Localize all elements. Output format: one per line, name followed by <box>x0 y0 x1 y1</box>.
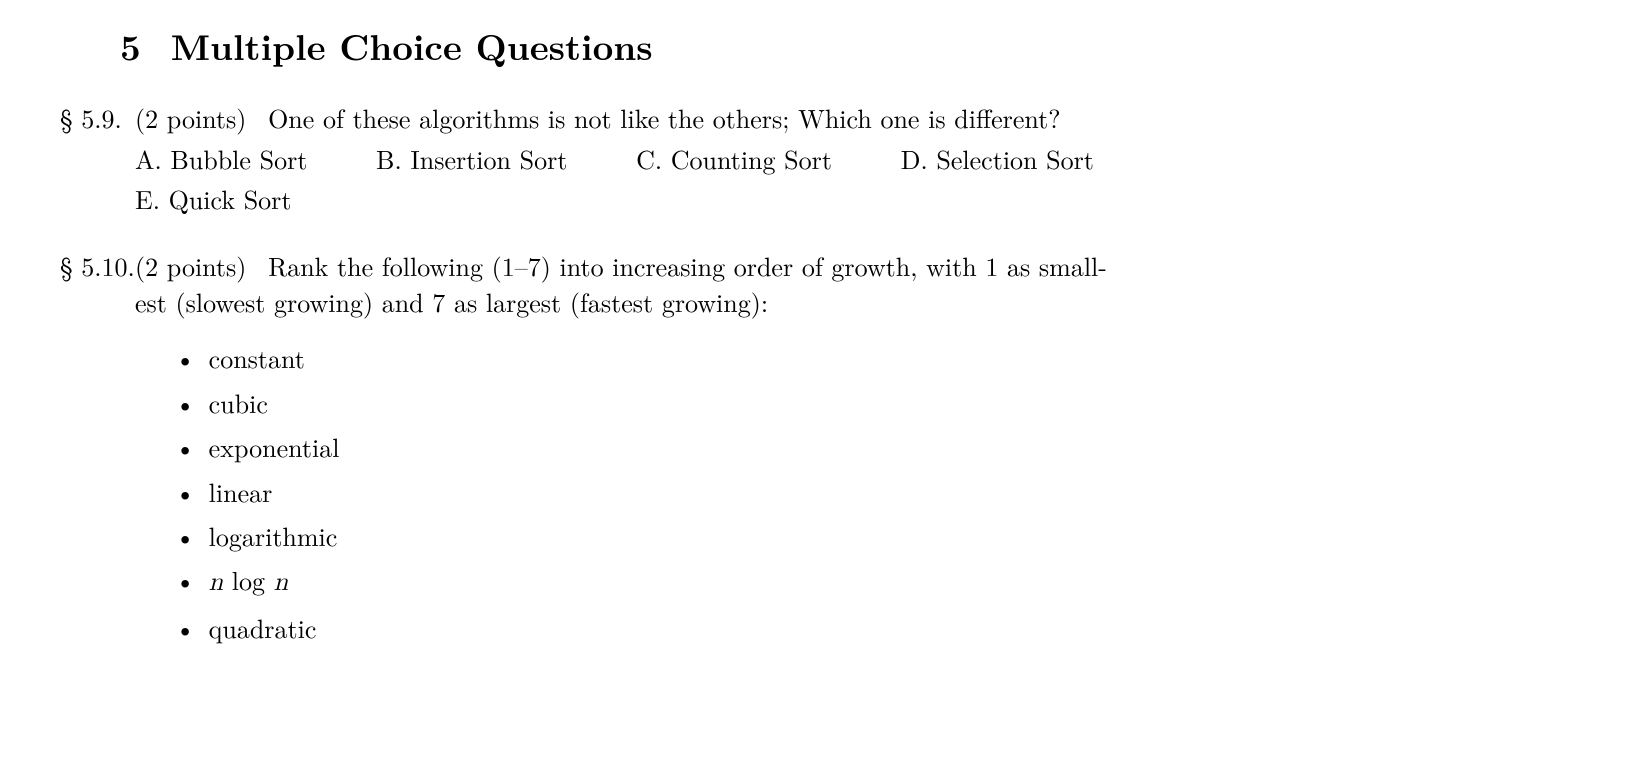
choice-b: B. Insertion Sort <box>376 141 567 177</box>
choice-text: Counting Sort <box>671 140 832 177</box>
question-points: (2 points) <box>135 99 246 136</box>
list-item: • logarithmic <box>175 518 1580 554</box>
choice-text: Quick Sort <box>169 180 292 217</box>
question-5-9: § 5.9. (2 points) One of these algorithm… <box>60 100 1580 217</box>
choice-c: C. Counting Sort <box>636 141 832 177</box>
choice-text: Insertion Sort <box>410 140 567 177</box>
bullet-icon: • <box>175 518 200 554</box>
bullet-text: linear <box>209 473 273 510</box>
choice-letter: D. <box>901 140 928 177</box>
bullet-icon: • <box>175 429 200 465</box>
question-prompt-line1: Rank the following (1–7) into increasing… <box>268 247 1107 284</box>
choice-text: Selection Sort <box>936 140 1094 177</box>
question-text: (2 points) Rank the following (1–7) into… <box>135 248 1580 284</box>
bullet-text: logarithmic <box>209 517 338 554</box>
section-title: Multiple Choice Questions <box>171 19 653 71</box>
list-item: • cubic <box>175 385 1580 421</box>
choice-d: D. Selection Sort <box>901 141 1094 177</box>
bullet-text: quadratic <box>209 609 317 646</box>
choice-letter: C. <box>636 140 662 177</box>
section-header: 5 Multiple Choice Questions <box>120 20 1580 70</box>
question-prompt-line2: est (slowest growing) and 7 as largest (… <box>135 284 1580 320</box>
choice-e: E. Quick Sort <box>135 181 292 217</box>
choice-letter: B. <box>376 140 402 177</box>
list-item: • linear <box>175 474 1580 510</box>
question-points: (2 points) <box>135 247 246 284</box>
bullet-text: constant <box>209 339 305 376</box>
bullet-icon: • <box>175 610 200 646</box>
question-marker: § 5.10. <box>60 248 135 284</box>
choice-letter: A. <box>135 140 162 177</box>
bullet-icon: • <box>175 340 200 376</box>
question-text: (2 points) One of these algorithms is no… <box>135 100 1580 136</box>
section-number: 5 <box>120 20 141 70</box>
bullet-text: cubic <box>209 384 268 421</box>
choices-row-2: E. Quick Sort <box>135 181 1580 217</box>
list-item: • quadratic <box>175 610 1580 646</box>
choices-row-1: A. Bubble Sort B. Insertion Sort C. Coun… <box>135 141 1580 177</box>
question-5-10: § 5.10. (2 points) Rank the following (1… <box>60 248 1580 647</box>
bullet-icon: • <box>175 562 200 598</box>
list-item: • constant <box>175 340 1580 376</box>
question-prompt: One of these algorithms is not like the … <box>268 99 1060 136</box>
choice-text: Bubble Sort <box>170 140 307 177</box>
bullet-text-math: n log n <box>209 570 288 596</box>
list-item: • exponential <box>175 429 1580 465</box>
list-item: • n log n <box>175 562 1580 601</box>
bullet-icon: • <box>175 385 200 421</box>
choice-a: A. Bubble Sort <box>135 141 307 177</box>
choice-letter: E. <box>135 180 160 217</box>
question-marker: § 5.9. <box>60 100 135 136</box>
bullet-list: • constant • cubic • exponential • linea… <box>175 340 1580 646</box>
bullet-icon: • <box>175 474 200 510</box>
bullet-text: exponential <box>209 428 340 465</box>
